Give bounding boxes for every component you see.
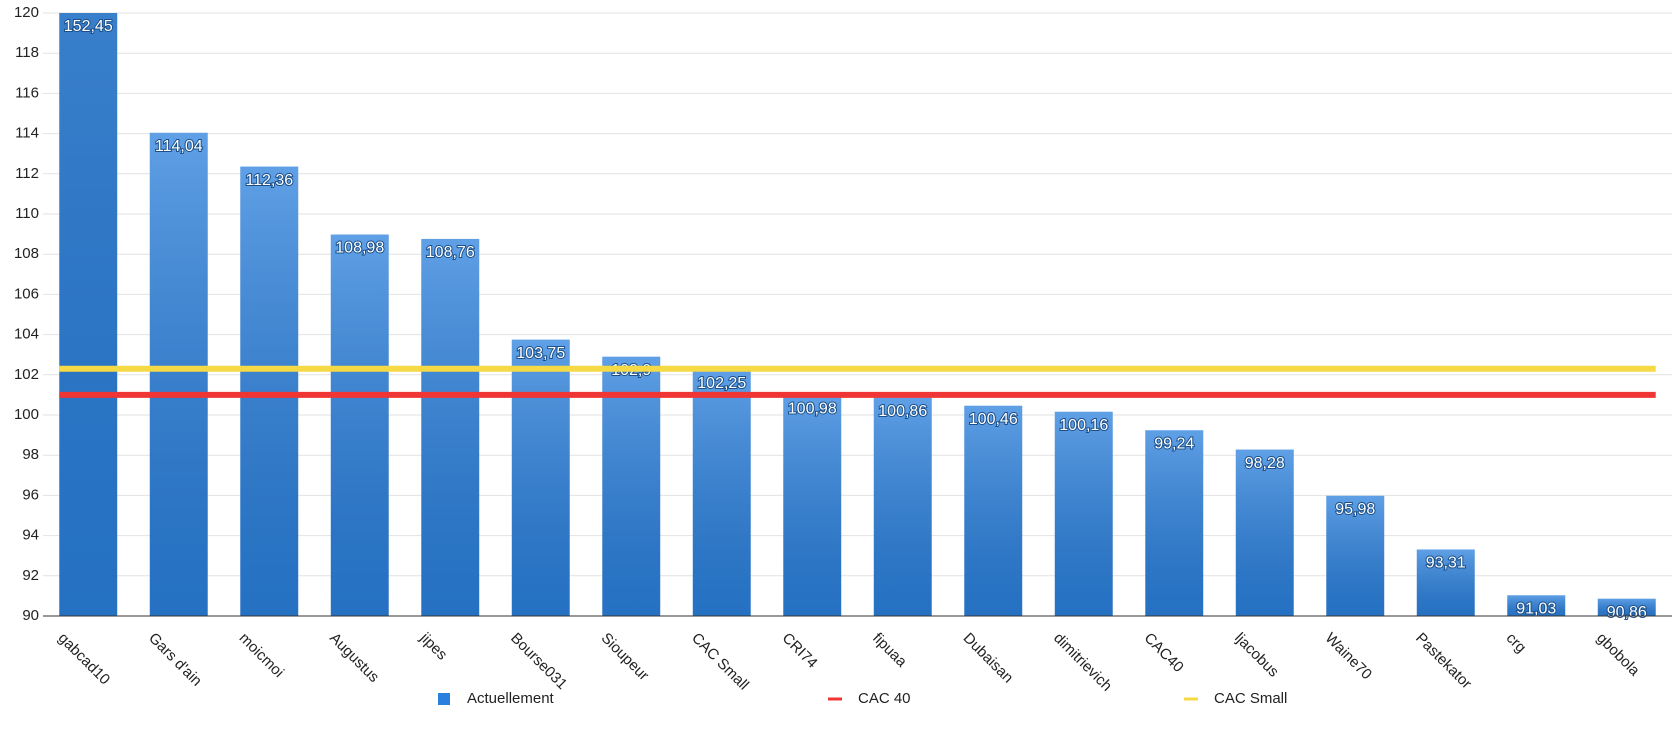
- x-tick-label: CAC40: [1141, 630, 1187, 676]
- x-tick-label: Gars d'ain: [145, 630, 205, 690]
- y-tick-label: 102: [14, 366, 39, 383]
- value-label: 95,98: [1335, 501, 1375, 518]
- bar-shine: [59, 13, 118, 616]
- bar-shine: [330, 234, 389, 616]
- y-tick-label: 104: [14, 326, 39, 343]
- value-label: 112,36: [245, 172, 293, 189]
- plot-area: [59, 13, 1656, 616]
- x-tick-label: Bourse031: [507, 630, 570, 693]
- x-tick-label: Pastekator: [1412, 630, 1475, 693]
- bar-shine: [421, 238, 480, 616]
- value-label: 100,16: [1059, 417, 1108, 434]
- x-tick-label: ljacobus: [1231, 630, 1282, 681]
- x-tick-label: Waine70: [1322, 630, 1375, 683]
- y-tick-label: 112: [15, 165, 39, 182]
- bar-shine: [511, 339, 570, 616]
- x-tick-label: Augustus: [326, 630, 382, 686]
- x-tick-label: CRI74: [779, 630, 821, 672]
- bar-shine: [1507, 595, 1566, 616]
- bar-shine: [1326, 495, 1385, 616]
- value-label: 102,25: [697, 375, 746, 392]
- bar-shine: [1145, 430, 1204, 616]
- bar-shine: [602, 356, 661, 616]
- legend-label: Actuellement: [467, 690, 555, 707]
- x-tick-label: jipes: [416, 629, 451, 664]
- bar-shine: [692, 369, 751, 616]
- value-label: 99,24: [1154, 435, 1194, 452]
- bar-shine: [1597, 598, 1656, 616]
- bar-shine: [1235, 449, 1294, 616]
- legend-label: CAC 40: [858, 690, 911, 707]
- y-tick-label: 120: [14, 4, 39, 21]
- y-tick-label: 114: [15, 125, 39, 142]
- bar-shine: [783, 395, 842, 616]
- bar-shine: [873, 397, 932, 616]
- bar-shine: [240, 166, 299, 616]
- x-tick-label: gbobola: [1593, 630, 1643, 680]
- y-tick-label: 98: [22, 446, 39, 463]
- bar-shine: [1416, 549, 1475, 616]
- y-tick-label: 116: [15, 84, 39, 101]
- value-label: 100,98: [788, 401, 837, 418]
- y-tick-label: 108: [14, 245, 39, 262]
- x-tick-label: dimitrievich: [1050, 630, 1115, 695]
- x-tick-label: crg: [1503, 630, 1530, 657]
- value-label: 114,04: [155, 138, 203, 155]
- y-tick-label: 106: [14, 285, 39, 302]
- value-label: 100,46: [969, 411, 1018, 428]
- value-label: 90,86: [1607, 604, 1647, 621]
- x-tick-label: CAC Small: [688, 630, 752, 694]
- bar-shine: [964, 405, 1023, 616]
- y-tick-label: 118: [15, 44, 39, 61]
- value-label: 103,75: [516, 345, 565, 362]
- x-tick-label: fipuaa: [869, 630, 910, 671]
- y-tick-label: 100: [14, 406, 39, 423]
- value-label: 93,31: [1426, 555, 1466, 572]
- y-tick-label: 96: [22, 486, 39, 503]
- x-tick-label: moicmoi: [236, 630, 288, 682]
- value-label: 91,03: [1516, 601, 1556, 618]
- value-label: 108,98: [335, 240, 384, 257]
- value-label: 100,86: [878, 403, 927, 420]
- value-label: 108,76: [426, 244, 475, 261]
- y-tick-label: 94: [22, 527, 39, 544]
- bar-shine: [1054, 411, 1113, 616]
- x-tick-label: Sioupeur: [598, 630, 652, 684]
- x-tick-label: gabcad10: [55, 630, 114, 689]
- y-tick-label: 92: [22, 567, 39, 584]
- bar-shine: [149, 132, 208, 616]
- value-label: 98,28: [1245, 455, 1285, 472]
- y-tick-label: 90: [22, 607, 39, 624]
- value-label: 152,45: [64, 18, 113, 35]
- legend-label: CAC Small: [1214, 690, 1287, 707]
- x-tick-label: Dubaisan: [960, 630, 1017, 687]
- y-tick-label: 110: [15, 205, 39, 222]
- legend-swatch: [438, 693, 450, 705]
